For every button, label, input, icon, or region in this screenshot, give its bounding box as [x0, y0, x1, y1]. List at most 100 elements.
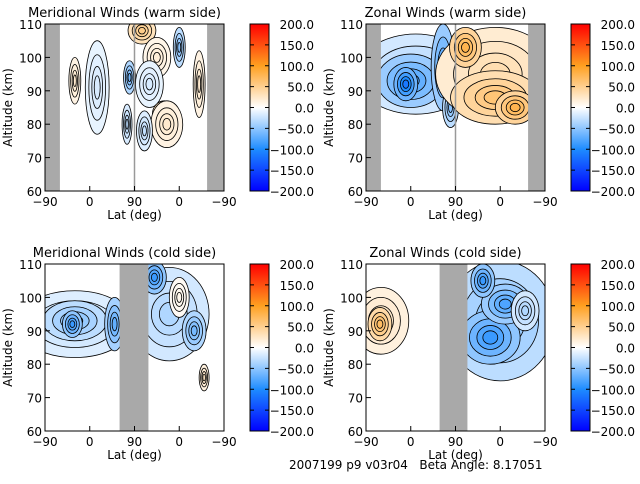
no-data-region — [528, 24, 545, 191]
y-tick-label: 100 — [19, 51, 42, 65]
contour-region — [93, 75, 101, 100]
contour-region — [498, 298, 512, 310]
contour-region — [461, 41, 470, 53]
colorbar-tick-label: 50.0 — [287, 321, 314, 335]
colorbar-tick-label: −50.0 — [598, 122, 635, 136]
colorbar-tick-label: 150.0 — [601, 279, 635, 293]
x-tick-label: 0 — [175, 435, 183, 449]
y-tick-label: 90 — [348, 85, 363, 99]
x-tick-label: 90 — [127, 195, 142, 209]
no-data-region — [207, 24, 224, 191]
x-tick-label: 0 — [496, 435, 504, 449]
x-axis-label: Lat (deg) — [428, 448, 483, 462]
x-tick-label: −90 — [353, 195, 378, 209]
contour-region — [190, 325, 198, 337]
x-tick-label: 0 — [86, 435, 94, 449]
colorbar-tick-label: 200.0 — [601, 258, 635, 272]
colorbar-tick-label: 50.0 — [287, 81, 314, 95]
colorbar-tick-label: −100.0 — [591, 143, 635, 157]
contour-region — [151, 272, 158, 282]
y-tick-label: 60 — [27, 185, 42, 199]
contour-region — [521, 305, 529, 317]
colorbar-tick-label: −150.0 — [591, 164, 635, 178]
x-tick-label: −90 — [32, 435, 57, 449]
y-tick-label: 100 — [340, 51, 363, 65]
chart-title: Meridional Winds (cold side) — [33, 246, 216, 261]
y-tick-label: 90 — [348, 325, 363, 339]
colorbar-tick-label: −50.0 — [598, 362, 635, 376]
colorbar-tick-label: −50.0 — [277, 362, 314, 376]
y-tick-label: 80 — [348, 358, 363, 372]
y-tick-label: 100 — [19, 291, 42, 305]
y-tick-label: 80 — [27, 118, 42, 132]
colorbar-tick-label: −150.0 — [270, 164, 314, 178]
contour-region — [482, 330, 499, 345]
colorbar-tick-label: 150.0 — [280, 279, 314, 293]
x-tick-label: 0 — [496, 195, 504, 209]
contour-region — [127, 72, 132, 83]
contour-region — [125, 118, 129, 130]
no-data-region — [119, 264, 149, 431]
colorbar-tick-label: 0.0 — [295, 102, 314, 116]
contour-field — [68, 24, 206, 152]
footer-text: 2007199 p9 v03r04 Beta Angle: 8.17051 — [289, 458, 543, 472]
contour-region — [197, 75, 202, 93]
y-tick-label: 100 — [340, 291, 363, 305]
colorbar-tick-label: 50.0 — [608, 321, 635, 335]
colorbar-tick-label: −200.0 — [591, 185, 635, 199]
contour-region — [152, 51, 161, 63]
x-tick-label: −90 — [32, 195, 57, 209]
contour-region — [509, 102, 521, 113]
y-axis-label: Altitude (km) — [1, 308, 15, 387]
colorbar-tick-label: 200.0 — [280, 18, 314, 32]
x-tick-label: −90 — [353, 435, 378, 449]
no-data-region — [366, 24, 381, 191]
contour-region — [162, 117, 172, 131]
y-axis-label: Altitude (km) — [322, 308, 336, 387]
x-tick-label: 0 — [86, 195, 94, 209]
contour-field — [366, 264, 545, 382]
y-tick-label: 70 — [27, 152, 42, 166]
x-tick-label: 0 — [175, 195, 183, 209]
x-axis-label: Lat (deg) — [107, 208, 162, 222]
colorbar-tick-label: −150.0 — [270, 404, 314, 418]
x-tick-label: 0 — [407, 435, 415, 449]
colorbar-tick-label: 0.0 — [616, 102, 635, 116]
y-tick-label: 80 — [348, 118, 363, 132]
y-tick-label: 60 — [348, 185, 363, 199]
contour-region — [72, 74, 77, 88]
colorbar-tick-label: −100.0 — [591, 383, 635, 397]
x-tick-label: −90 — [211, 435, 236, 449]
y-tick-label: 60 — [27, 425, 42, 439]
colorbar-tick-label: −100.0 — [270, 383, 314, 397]
y-tick-label: 90 — [27, 325, 42, 339]
colorbar-tick-label: 200.0 — [280, 258, 314, 272]
x-axis-label: Lat (deg) — [428, 208, 483, 222]
colorbar-tick-label: 50.0 — [608, 81, 635, 95]
y-tick-label: 90 — [27, 85, 42, 99]
colorbar-tick-label: −200.0 — [270, 185, 314, 199]
y-axis-label: Altitude (km) — [1, 68, 15, 147]
contour-region — [402, 79, 410, 89]
colorbar-tick-label: 0.0 — [616, 342, 635, 356]
y-tick-label: 60 — [348, 425, 363, 439]
chart-title: Zonal Winds (cold side) — [369, 246, 521, 261]
chart-title: Zonal Winds (warm side) — [365, 6, 527, 21]
colorbar-tick-label: −100.0 — [270, 143, 314, 157]
contour-region — [111, 317, 118, 332]
x-tick-label: 90 — [448, 435, 463, 449]
x-tick-label: −90 — [532, 195, 557, 209]
contour-region — [376, 319, 384, 329]
colorbar-tick-label: 100.0 — [280, 60, 314, 74]
x-tick-label: 90 — [448, 195, 463, 209]
x-axis-label: Lat (deg) — [107, 448, 162, 462]
no-data-region — [439, 264, 468, 431]
contour-field — [45, 264, 210, 392]
y-tick-label: 70 — [27, 392, 42, 406]
contour-region — [176, 291, 183, 303]
